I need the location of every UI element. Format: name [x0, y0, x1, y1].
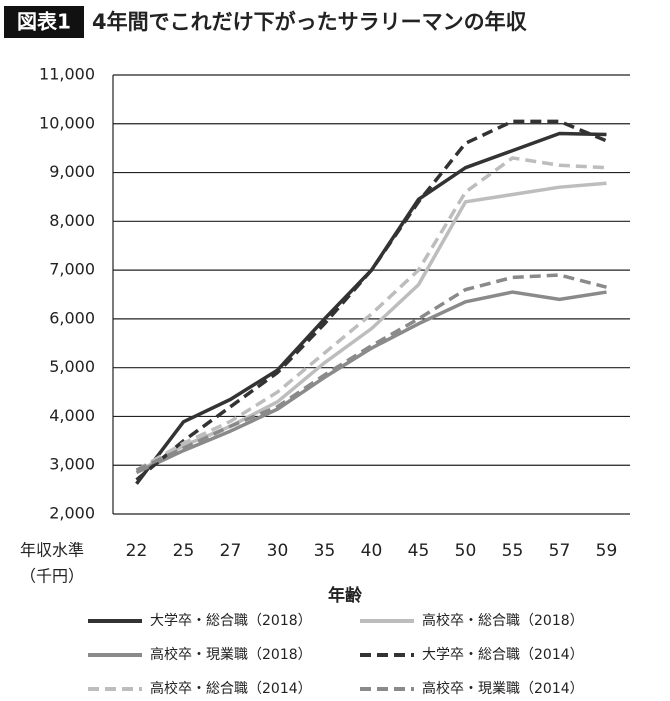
series-line	[135, 273, 607, 472]
y-tick-label: 8,000	[49, 211, 95, 230]
series-line	[135, 119, 608, 482]
series-line	[135, 156, 607, 472]
y-tick-label: 9,000	[49, 162, 95, 181]
x-tick-label: 22	[126, 541, 148, 561]
x-tick-label: 45	[408, 541, 430, 561]
legend-label: 大学卒・総合職（2018）	[150, 613, 312, 629]
chart-title: 4年間でこれだけ下がったサラリーマンの年収	[92, 10, 528, 34]
x-tick-label: 57	[549, 541, 571, 561]
x-tick-label: 55	[502, 541, 524, 561]
figure-label: 図表1	[17, 10, 71, 34]
y-axis-label: （千円）	[20, 567, 84, 586]
x-axis-label: 年齢	[328, 585, 363, 606]
y-tick-label: 10,000	[39, 113, 95, 132]
y-tick-label: 4,000	[49, 406, 95, 425]
legend-label: 高校卒・総合職（2014）	[150, 680, 312, 697]
legend-label: 高校卒・現業職（2018）	[150, 646, 312, 663]
x-tick-label: 40	[361, 541, 383, 561]
y-axis-label: 年収水準	[20, 541, 84, 560]
y-tick-label: 7,000	[49, 260, 95, 279]
x-tick-label: 59	[596, 541, 618, 561]
series-line	[135, 181, 607, 475]
x-tick-label: 35	[314, 541, 336, 561]
series-line	[135, 131, 607, 485]
x-tick-label: 25	[173, 541, 195, 561]
y-tick-label: 2,000	[49, 504, 95, 523]
y-tick-label: 5,000	[49, 357, 95, 376]
legend-label: 大学卒・総合職（2014）	[422, 647, 584, 663]
x-tick-label: 50	[455, 541, 477, 561]
series-line	[135, 290, 607, 475]
y-tick-label: 6,000	[49, 308, 95, 327]
legend-label: 高校卒・総合職（2018）	[422, 612, 584, 629]
x-tick-label: 27	[220, 541, 242, 561]
y-tick-label: 3,000	[49, 455, 95, 474]
y-tick-label: 11,000	[39, 65, 95, 84]
x-tick-label: 30	[267, 541, 289, 561]
figure-label-box	[4, 6, 84, 38]
legend-label: 高校卒・現業職（2014）	[422, 680, 584, 697]
